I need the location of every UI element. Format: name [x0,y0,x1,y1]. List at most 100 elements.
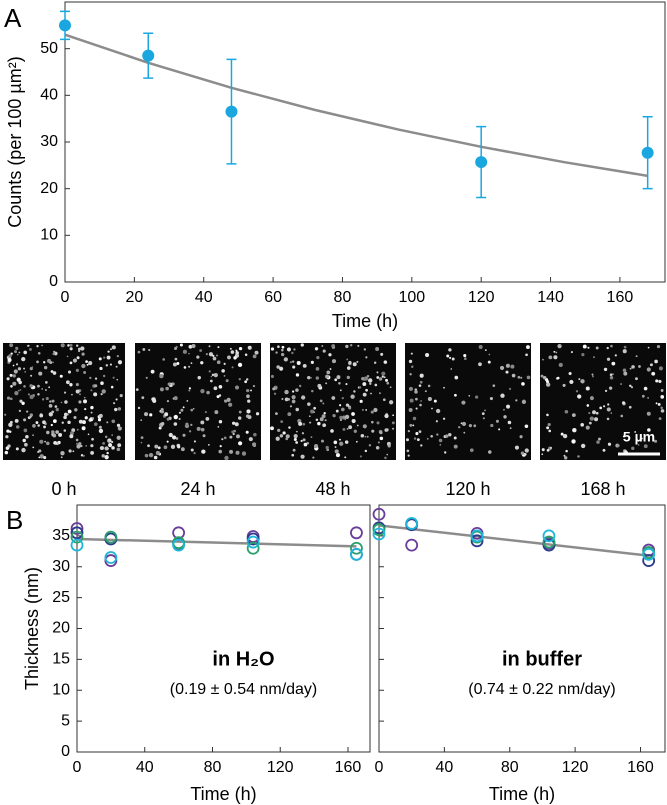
particle [488,353,491,356]
particle [292,448,296,452]
particle [369,382,372,385]
particle [90,411,93,414]
particle [517,375,521,379]
particle [307,402,311,406]
particle [641,437,643,440]
particle [415,432,419,436]
particle [654,439,658,443]
particle [526,375,531,380]
particle [252,442,257,447]
particle [375,445,380,450]
particle [291,399,296,404]
particle [51,399,55,403]
particle [14,391,19,396]
particle [373,361,377,364]
particle [339,415,343,420]
particle [45,381,48,384]
particle [614,354,617,357]
particle [196,426,201,431]
particle [410,352,413,355]
particle [360,434,365,438]
particle [322,402,325,405]
particle [75,368,79,373]
particle [8,353,12,358]
particle [216,360,221,365]
particle [563,454,566,457]
particle [300,454,305,459]
particle [295,373,300,377]
particle [171,382,175,386]
x-tick-label: 140 [537,289,564,306]
particle [363,348,367,351]
particle [211,373,215,376]
particle [213,386,218,391]
particle [609,375,614,380]
particle [43,455,47,460]
particle [439,444,442,446]
particle [427,396,432,402]
y-tick-label: 5 [61,712,70,729]
particle [21,357,26,362]
particle [484,349,487,351]
particle [114,407,118,412]
particle [84,416,88,420]
particle [643,444,648,449]
particle [54,405,58,408]
particle [216,354,218,357]
particle [12,364,15,367]
particle [179,343,183,347]
particle [103,356,106,359]
particle [500,393,505,398]
particle [70,431,74,436]
particle [145,376,148,379]
particle [171,435,177,440]
particle [571,439,576,444]
particle [366,375,370,378]
data-point [104,530,118,544]
particle [17,389,20,392]
particle [42,361,46,364]
particle [348,360,352,365]
particle [94,377,98,380]
particle [172,362,177,367]
particle [506,404,511,409]
particle [91,437,94,441]
particle [23,367,26,370]
particle [223,362,226,365]
particle [411,365,414,368]
particle [370,392,372,395]
particle [105,364,108,367]
particle [293,438,297,442]
particle [88,361,93,366]
particle [17,367,22,371]
particle [620,414,624,418]
particle [15,447,19,451]
particle [37,450,40,454]
particle [606,346,609,350]
particle [319,399,323,403]
particle [275,436,280,441]
particle [334,446,337,448]
particle [116,435,121,440]
x-tick-label: 40 [195,289,213,306]
particle [144,412,149,417]
particle [84,407,87,411]
particle [196,355,200,359]
particle [487,360,491,364]
particle [148,452,154,458]
data-point [142,49,155,62]
particle [553,355,558,360]
particle [468,394,471,397]
x-tick-label: 120 [468,289,495,306]
particle [302,438,306,442]
particle [218,394,222,397]
particle [602,448,606,452]
particle [630,386,634,389]
particle [407,429,410,433]
particle [328,353,332,357]
particle [310,377,312,379]
particle [498,428,501,431]
particle [253,432,257,437]
particle [353,429,357,433]
particle [104,446,109,451]
